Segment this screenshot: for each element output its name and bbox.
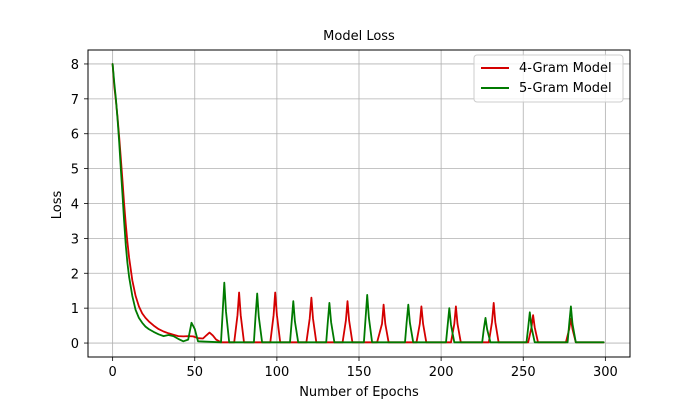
y-tick-label: 1: [71, 302, 79, 317]
legend-box: [473, 54, 624, 103]
series-layer: [111, 63, 605, 344]
x-tick-label: 250: [511, 365, 536, 380]
series-line-4-gram-model: [111, 63, 605, 344]
x-axis: 0 50 100 150 200 250 300: [108, 357, 618, 380]
y-axis: 0 1 2 3 4 5 6 7 8: [71, 58, 88, 352]
series-line-5-gram-model: [111, 63, 605, 344]
x-tick-label: 150: [347, 365, 372, 380]
y-tick-label: 2: [71, 267, 79, 282]
y-axis-label: Loss: [50, 191, 65, 220]
legend: 4-Gram Model 5-Gram Model: [473, 54, 624, 103]
y-tick-label: 7: [71, 93, 79, 108]
grid-lines: [88, 50, 630, 357]
y-tick-label: 4: [71, 198, 79, 213]
y-tick-label: 6: [71, 128, 79, 143]
chart-title: Model Loss: [323, 29, 395, 44]
x-tick-label: 50: [186, 365, 203, 380]
legend-label-4-gram: 4-Gram Model: [519, 61, 612, 76]
x-tick-label: 100: [264, 365, 289, 380]
x-tick-label: 300: [593, 365, 618, 380]
y-tick-label: 3: [71, 232, 79, 247]
y-tick-label: 5: [71, 163, 79, 178]
y-tick-label: 8: [71, 58, 79, 73]
legend-label-5-gram: 5-Gram Model: [519, 81, 612, 96]
y-tick-label: 0: [71, 337, 79, 352]
x-tick-label: 200: [429, 365, 454, 380]
x-axis-label: Number of Epochs: [299, 385, 419, 400]
x-tick-label: 0: [108, 365, 116, 380]
